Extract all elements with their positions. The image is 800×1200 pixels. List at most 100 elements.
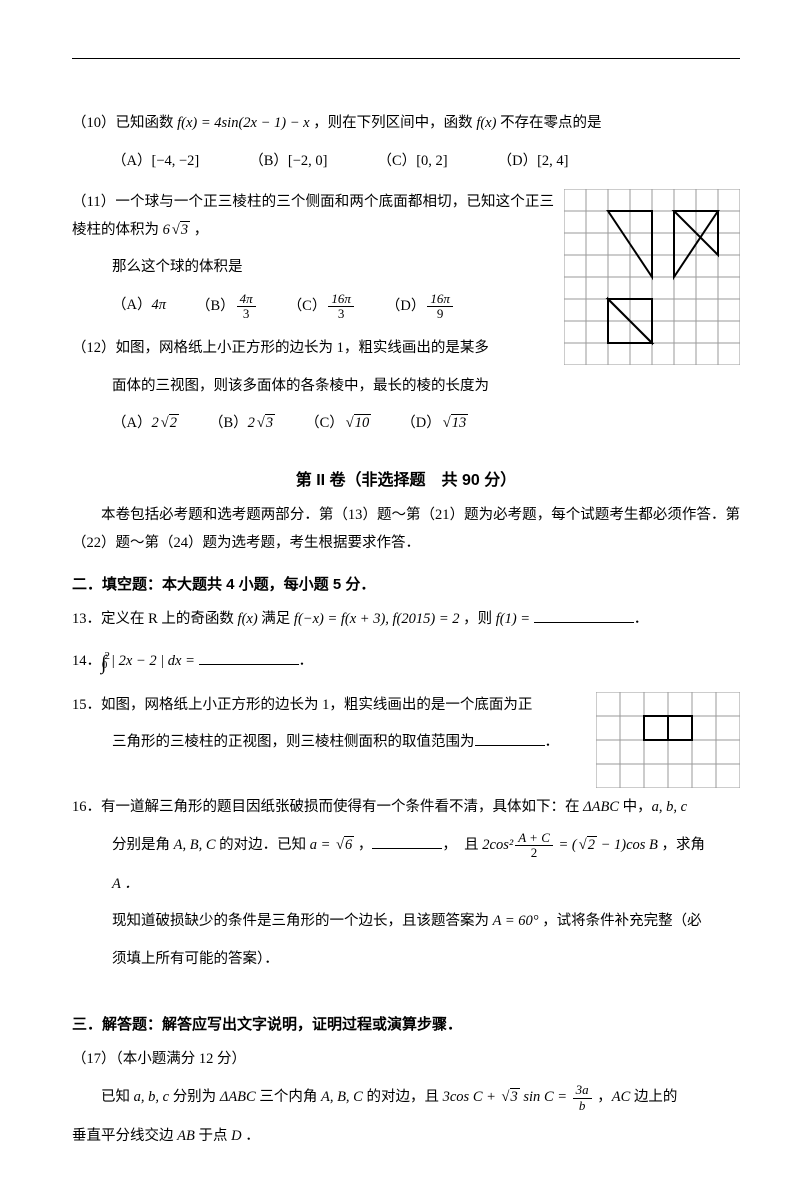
q12-figure	[564, 189, 740, 365]
q16-l4-pre: 现知道破损缺少的条件是三角形的一个边长，且该题答案为	[112, 913, 493, 929]
q17-eq-lhs: 3cos C + 3 sin C =	[443, 1089, 571, 1105]
q15-label: 15．	[72, 697, 101, 713]
q16-a-eq: a = 6	[310, 837, 355, 853]
q15-line2-post: ．	[545, 734, 560, 750]
q14-label: 14．	[72, 653, 101, 669]
q10-stem-pre: 已知函数	[116, 115, 178, 131]
q10-option-c: （C）[0, 2]	[378, 148, 448, 176]
q13-post: ．	[634, 611, 649, 627]
q17-l1-mid1: 分别为	[169, 1089, 220, 1105]
q12-line2: 面体的三视图，则该多面体的各条棱中，最长的棱的长度为	[112, 373, 740, 401]
section-2-heading: 二．填空题：本大题共 4 小题，每小题 5 分．	[72, 571, 740, 600]
q13-mid1: 满足	[258, 611, 294, 627]
q10-stem-post: 不存在零点的是	[496, 115, 601, 131]
q12-option-b: （B）23	[209, 410, 275, 438]
q17-l1-end: 边上的	[630, 1089, 677, 1105]
q17-abc: a, b, c	[134, 1089, 169, 1105]
question-14: 14．∫20 | 2x − 2 | dx = ．	[72, 644, 740, 682]
q17-l1-pre: 已知	[72, 1089, 134, 1105]
q16-l1-mid: 中，	[619, 799, 652, 815]
question-10: （10）已知函数 f(x) = 4sin(2x − 1) − x ，则在下列区间…	[72, 110, 740, 138]
q13-label: 13．	[72, 611, 101, 627]
q12-line1: 如图，网格纸上小正方形的边长为 1，粗实线画出的是某多	[116, 340, 489, 356]
q12-option-c: （C）10	[305, 410, 371, 438]
q13-mid2: ，则	[460, 611, 496, 627]
q17-l1-mid2: 三个内角	[256, 1089, 321, 1105]
q16-frac-den: 2	[515, 846, 553, 860]
q16-l2-mid2: ，	[354, 837, 372, 853]
q16-l2-end: ，求角	[658, 837, 705, 853]
q10-option-b: （B）[−2, 0]	[249, 148, 327, 176]
q10-options: （A）[−4, −2] （B）[−2, 0] （C）[0, 2] （D）[2, …	[112, 148, 740, 176]
q16-line3: A ．	[112, 871, 740, 899]
q11-option-a: （A）4π	[112, 292, 166, 322]
q10-formula: f(x) = 4sin(2x − 1) − x	[177, 115, 309, 131]
part-ii-title: 第 II 卷（非选择题 共 90 分）	[72, 466, 740, 496]
q13-blank	[534, 607, 634, 623]
question-17-head: （17）（本小题满分 12 分）	[72, 1046, 740, 1074]
q16-label: 16．	[72, 799, 101, 815]
q12-option-a: （A）22	[112, 410, 179, 438]
q17-AB: AB	[177, 1128, 195, 1144]
q17-score: （本小题满分 12 分）	[116, 1051, 247, 1067]
q14-blank	[199, 649, 299, 665]
q15-blank	[475, 731, 545, 747]
q10-fx: f(x)	[476, 115, 496, 131]
q16-tri: ΔABC	[583, 799, 619, 815]
q17-frac-den: b	[573, 1099, 592, 1113]
q16-l2-mid: 的对边．已知	[216, 837, 310, 853]
q14-integrand: | 2x − 2 | dx =	[111, 653, 195, 669]
q11-q12-block: （11）一个球与一个正三棱柱的三个侧面和两个底面都相切，已知这个正三棱柱的体积为…	[72, 189, 740, 452]
q13-eq2: f(1) =	[496, 611, 530, 627]
q16-abc: a, b, c	[652, 799, 687, 815]
q11-stem-post: ，	[190, 222, 208, 238]
q16-eq-lhs: 2cos²	[482, 837, 513, 853]
page: （10）已知函数 f(x) = 4sin(2x − 1) − x ，则在下列区间…	[0, 0, 800, 1200]
q11-stem-pre: 一个球与一个正三棱柱的三个侧面和两个底面都相切，已知这个正三棱柱的体积为	[72, 194, 554, 238]
q16-l2-mid3: ， 且	[442, 837, 482, 853]
q16-line4: 现知道破损缺少的条件是三角形的一个边长，且该题答案为 A = 60° ，试将条件…	[112, 908, 740, 936]
q17-l1-mid4: ，	[594, 1089, 612, 1105]
q13-fx: f(x)	[238, 611, 258, 627]
question-13: 13．定义在 R 上的奇函数 f(x) 满足 f(−x) = f(x + 3),…	[72, 606, 740, 634]
q16-line5: 须填上所有可能的答案）．	[112, 946, 740, 974]
q13-eq1: f(−x) = f(x + 3), f(2015) = 2	[294, 611, 460, 627]
q17-l2-pre: 垂直平分线交边	[72, 1128, 177, 1144]
q11-label: （11）	[72, 194, 115, 210]
q12-label: （12）	[72, 340, 116, 356]
question-17-line2: 垂直平分线交边 AB 于点 D ．	[72, 1123, 740, 1151]
q10-stem-mid: ，则在下列区间中，函数	[310, 115, 477, 131]
q16-l1-pre: 有一道解三角形的题目因纸张破损而使得有一个条件看不清，具体如下：在	[101, 799, 583, 815]
q10-option-d: （D）[2, 4]	[498, 148, 569, 176]
q12-option-d: （D）13	[401, 410, 468, 438]
q16-ans: A = 60°	[493, 913, 539, 929]
q16-eq-rhs: = (2 − 1)cos B	[555, 837, 658, 853]
question-16: 16．有一道解三角形的题目因纸张破损而使得有一个条件看不清，具体如下：在 ΔAB…	[72, 794, 740, 822]
q13-pre: 定义在 R 上的奇函数	[101, 611, 238, 627]
q15-line1: 如图，网格纸上小正方形的边长为 1，粗实线画出的是一个底面为正	[101, 697, 532, 713]
q15-block: 15．如图，网格纸上小正方形的边长为 1，粗实线画出的是一个底面为正 三角形的三…	[72, 692, 740, 794]
q17-l2-end: ．	[242, 1128, 260, 1144]
top-rule	[72, 58, 740, 59]
q11-option-b: （B）4π3	[196, 292, 258, 322]
q11-vol: 63	[163, 222, 190, 238]
q17-D: D	[231, 1128, 241, 1144]
q17-label: （17）	[72, 1051, 116, 1067]
q14-post: ．	[299, 653, 314, 669]
q15-line2-pre: 三角形的三棱柱的正视图，则三棱柱侧面积的取值范围为	[112, 734, 475, 750]
q10-label: （10）	[72, 115, 116, 131]
q11-option-d: （D）16π9	[386, 292, 455, 322]
q16-line2: 分别是角 A, B, C 的对边．已知 a = 6 ，， 且 2cos²A + …	[112, 831, 740, 861]
part-ii-intro: 本卷包括必考题和选考题两部分．第（13）题～第（21）题为必考题，每个试题考生都…	[72, 502, 740, 557]
q17-l2-mid: 于点	[195, 1128, 231, 1144]
q12-options: （A）22 （B）23 （C）10 （D）13	[112, 410, 740, 438]
q17-ABC: A, B, C	[321, 1089, 363, 1105]
q15-figure	[596, 692, 740, 788]
q10-option-a: （A）[−4, −2]	[112, 148, 199, 176]
section-3-heading: 三．解答题：解答应写出文字说明，证明过程或演算步骤．	[72, 1011, 740, 1040]
q17-tri: ΔABC	[220, 1089, 256, 1105]
q11-option-c: （C）16π3	[288, 292, 356, 322]
q17-AC: AC	[612, 1089, 631, 1105]
q11-options: （A）4π （B）4π3 （C）16π3 （D）16π9	[112, 292, 554, 322]
q16-blank	[372, 834, 442, 850]
